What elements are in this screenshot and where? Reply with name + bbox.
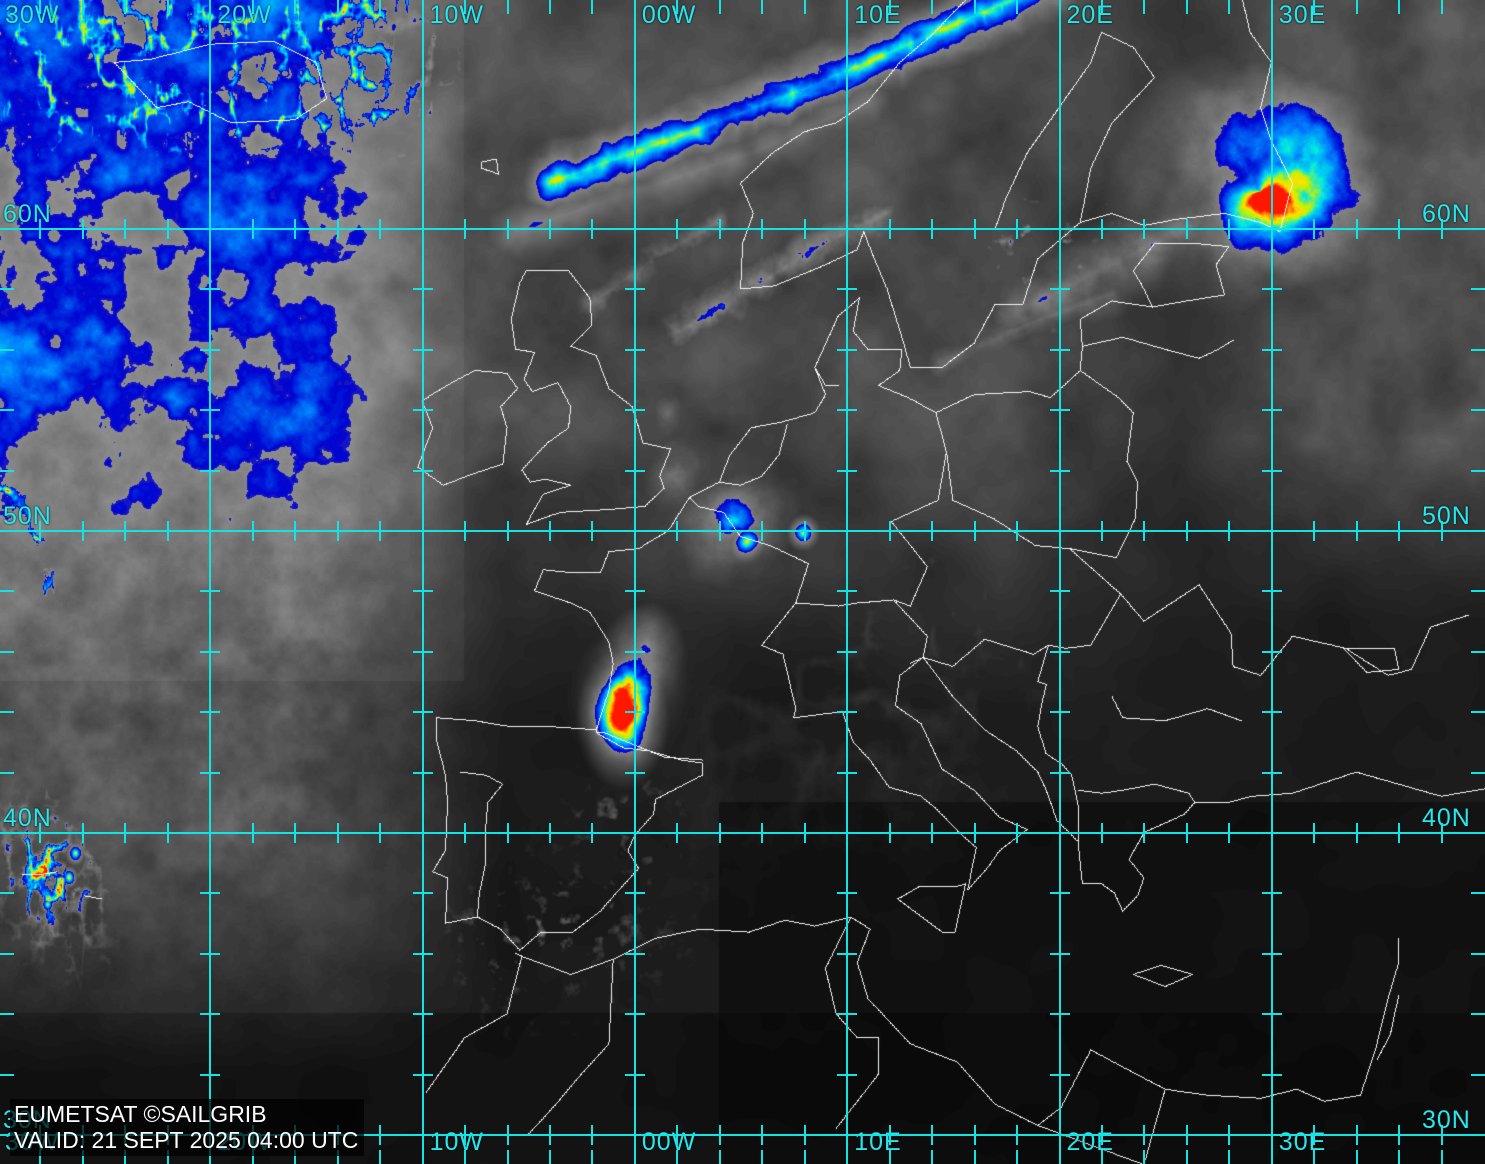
credit-block: EUMETSAT ©SAILGRIB VALID: 21 SEPT 2025 0…: [10, 1099, 365, 1156]
credit-text: EUMETSAT ©SAILGRIB: [14, 1101, 267, 1127]
valid-time-text: VALID: 21 SEPT 2025 04:00 UTC: [14, 1127, 359, 1153]
